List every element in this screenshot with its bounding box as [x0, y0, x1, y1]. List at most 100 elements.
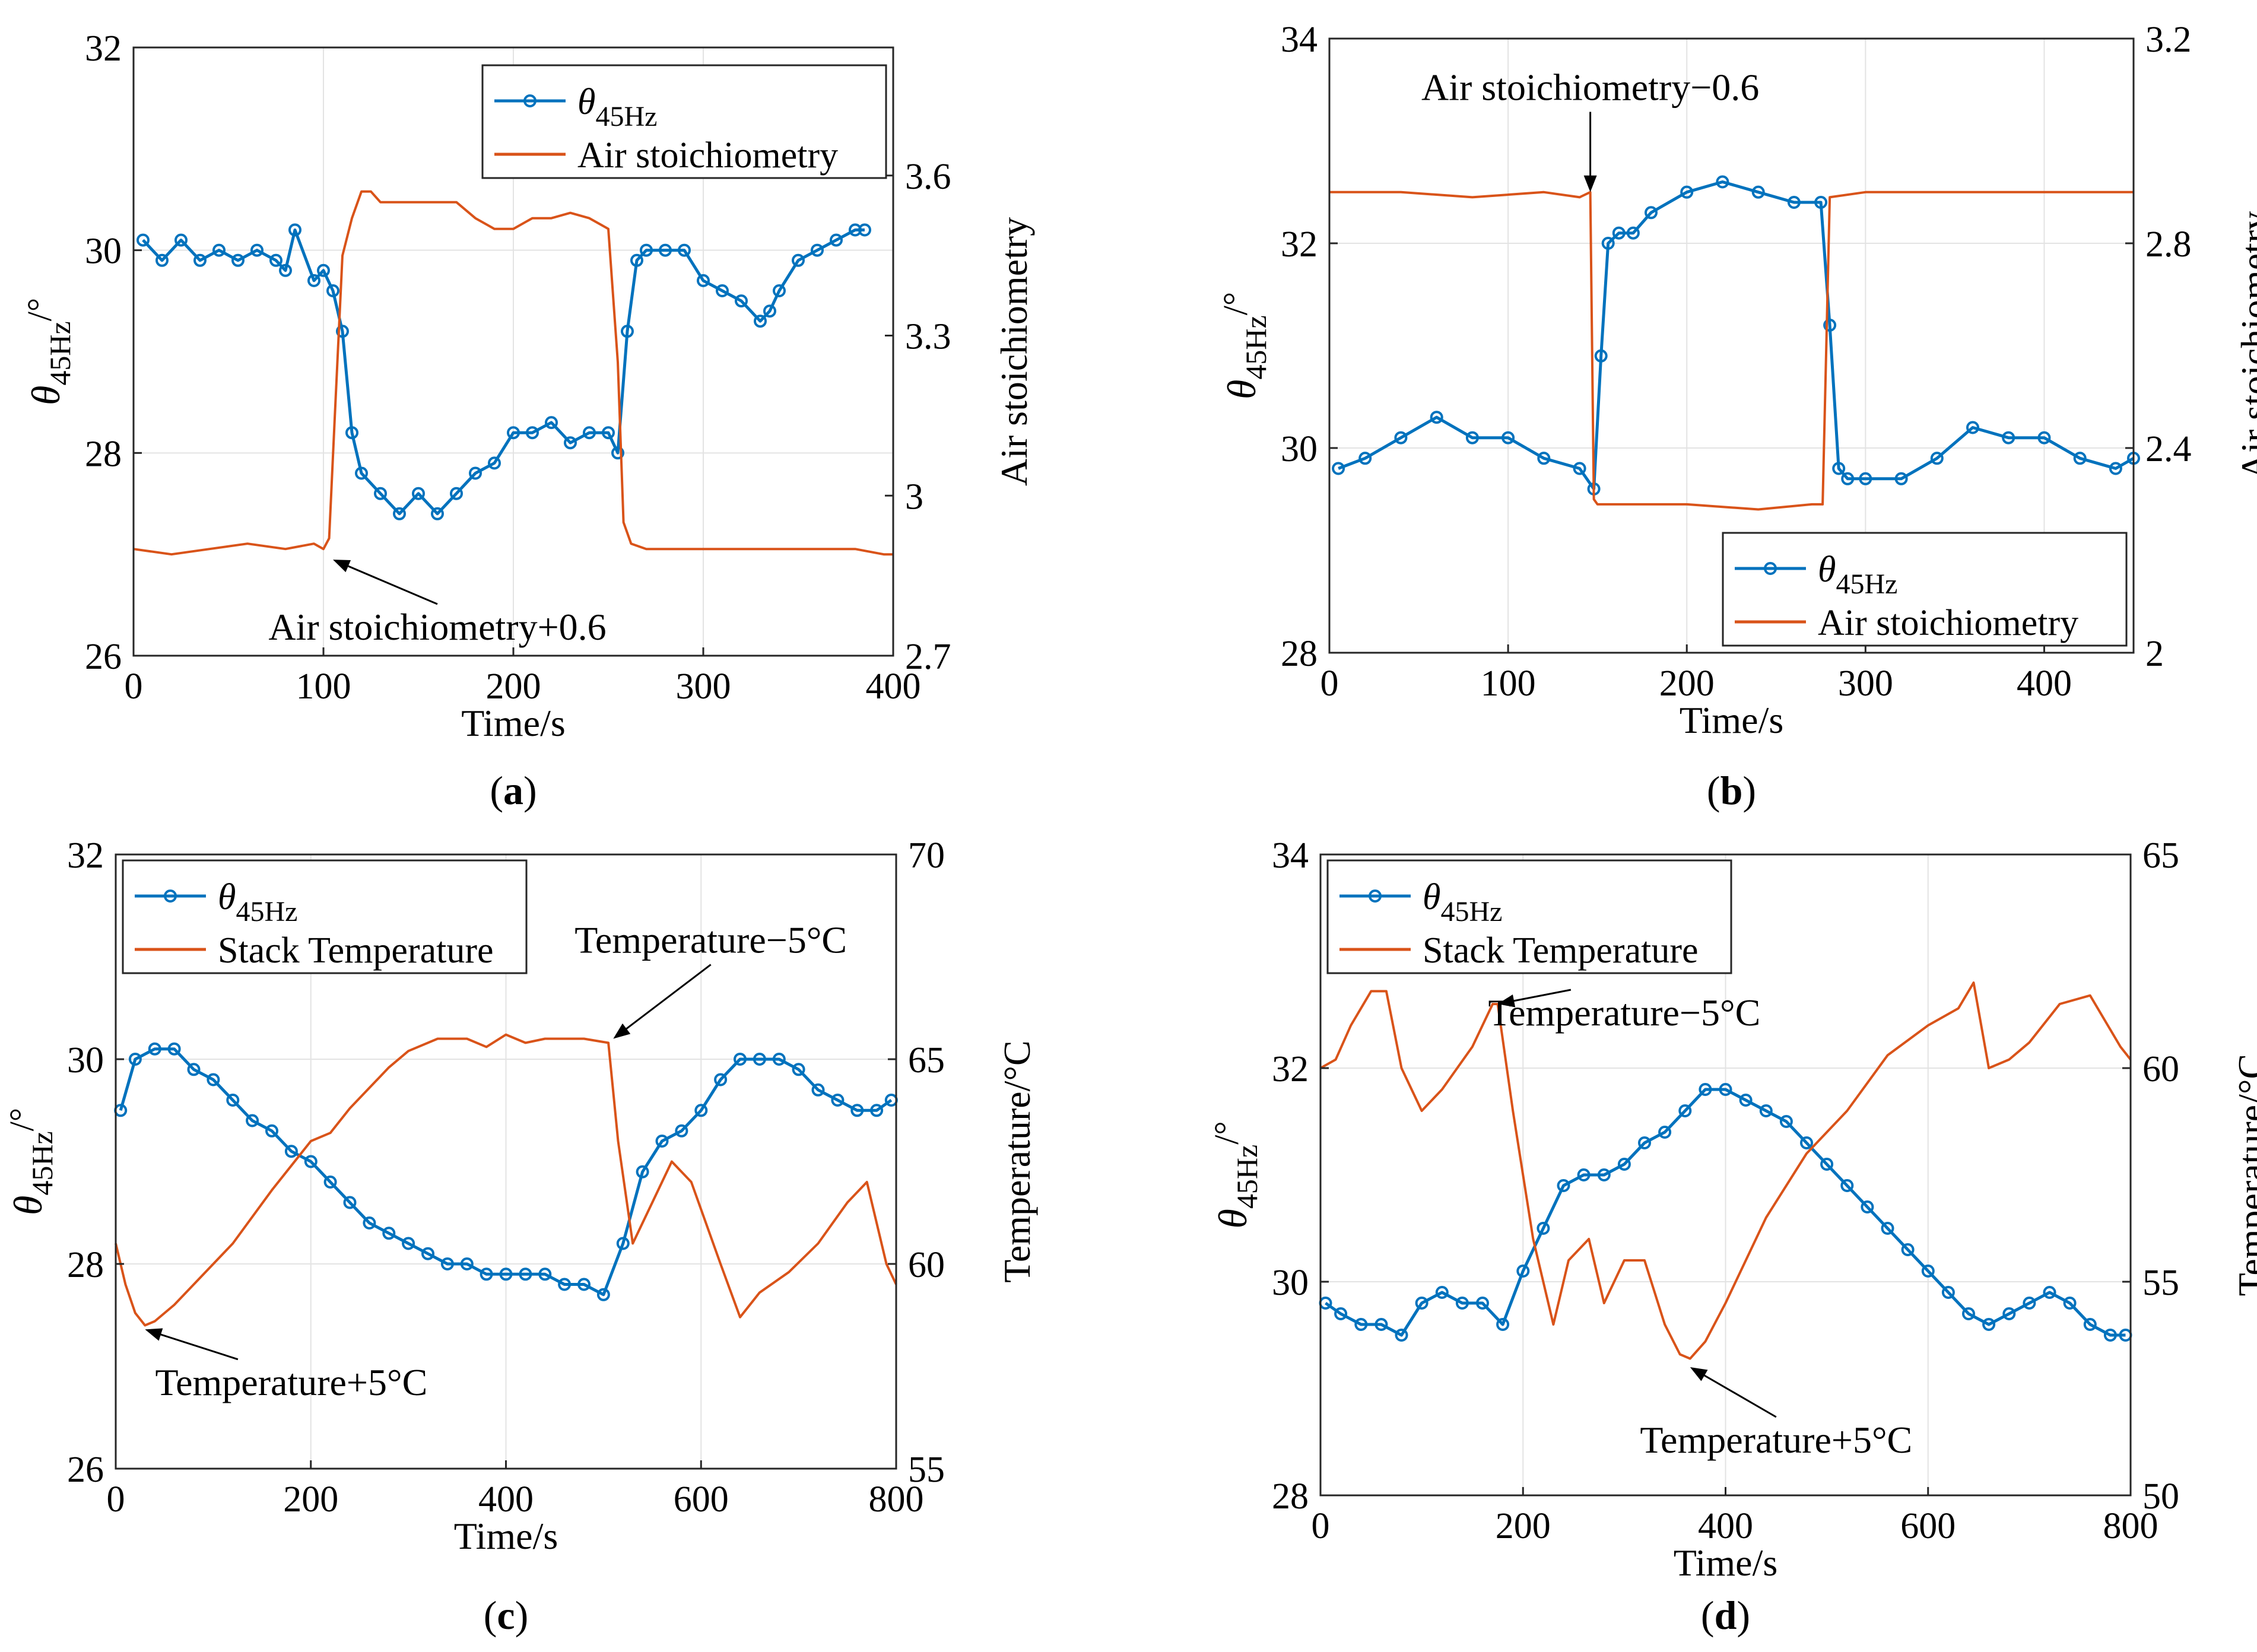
y-right-tick-label-d-1: 55 — [2142, 1263, 2179, 1303]
data-point-d-16 — [1638, 1136, 1651, 1149]
y-right-tick-label-b-2: 2.8 — [2145, 224, 2192, 265]
y-tick-label-b-2: 32 — [1281, 224, 1318, 265]
data-point-c-38 — [850, 1104, 864, 1117]
data-point-c-1 — [128, 1053, 142, 1066]
data-point-b-0 — [1332, 462, 1345, 475]
y-axis-label-unit: /° — [1216, 292, 1255, 315]
data-point-d-35 — [2023, 1297, 2036, 1310]
legend-marker — [523, 94, 537, 107]
y-tick-label-c-0: 26 — [67, 1450, 104, 1490]
y-right-tick-label-c-3: 70 — [908, 835, 945, 876]
legend-marker — [1764, 562, 1777, 575]
x-axis-label-d: Time/s — [1674, 1542, 1778, 1584]
data-point-d-8 — [1476, 1297, 1489, 1310]
y-tick-label-a-2: 30 — [85, 231, 122, 272]
data-point-a-6 — [250, 243, 264, 257]
data-point-a-10 — [307, 274, 320, 287]
x-tick-label-c-3: 600 — [674, 1479, 729, 1520]
data-point-a-45 — [858, 223, 871, 237]
x-tick-label-d-2: 400 — [1698, 1506, 1753, 1546]
data-point-d-39 — [2103, 1329, 2117, 1342]
annotation-a-0: Air stoichiometry+0.6 — [268, 560, 607, 648]
x-tick-label-a-0: 0 — [125, 666, 143, 707]
data-point-b-12 — [1626, 226, 1640, 240]
data-point-a-18 — [412, 487, 425, 500]
x-axis-label-b: Time/s — [1680, 699, 1784, 741]
data-point-a-38 — [754, 314, 767, 328]
legend-label-0: θ45Hz — [1423, 877, 1502, 927]
legend-label-main: Air stoichiometry — [1818, 603, 2078, 643]
data-point-a-13 — [336, 325, 349, 338]
y-right-axis-label-a: Air stoichiometry — [993, 217, 1035, 486]
data-point-b-7 — [1573, 462, 1586, 475]
data-point-c-12 — [343, 1196, 357, 1209]
data-point-b-6 — [1537, 452, 1551, 465]
y-axis-label-subscript: 45Hz — [26, 1131, 59, 1195]
data-point-d-5 — [1415, 1297, 1429, 1310]
data-point-c-13 — [363, 1216, 376, 1230]
data-point-b-24 — [1930, 452, 1944, 465]
data-point-b-15 — [1716, 175, 1729, 189]
data-point-a-9 — [288, 223, 301, 237]
x-tick-label-d-1: 200 — [1496, 1506, 1551, 1546]
x-tick-label-c-1: 200 — [283, 1479, 338, 1520]
data-point-c-4 — [187, 1063, 201, 1076]
y-axis-label-a: θ45Hz/° — [20, 298, 77, 405]
y-axis-label-unit: /° — [1207, 1121, 1246, 1144]
legend-label-0: θ45Hz — [218, 877, 297, 927]
data-point-a-42 — [811, 243, 824, 257]
data-point-a-14 — [345, 426, 358, 440]
y-axis-label-symbol: θ — [5, 1196, 50, 1215]
annotation-arrow-head — [1690, 1367, 1708, 1381]
legend-box — [122, 859, 528, 974]
annotation-arrow-shaft — [616, 964, 712, 1037]
data-point-d-1 — [1334, 1307, 1348, 1320]
legend-label-main: θ — [1818, 549, 1836, 590]
data-point-d-27 — [1861, 1200, 1874, 1213]
data-point-d-7 — [1455, 1297, 1469, 1310]
annotation-text: Temperature−5°C — [574, 919, 847, 961]
data-point-c-23 — [558, 1278, 572, 1291]
data-point-c-28 — [655, 1135, 669, 1148]
data-point-c-5 — [207, 1073, 220, 1086]
data-point-a-25 — [545, 416, 558, 430]
series-markers-a-0 — [137, 223, 871, 520]
annotation-arrow-head — [1583, 175, 1597, 192]
panel-label-paren: ) — [1737, 1593, 1750, 1638]
x-tick-label-b-1: 100 — [1481, 663, 1536, 704]
data-point-c-10 — [304, 1155, 318, 1168]
data-point-a-26 — [564, 436, 577, 450]
panel-label-paren: ) — [1742, 768, 1756, 813]
series-markers-c-0 — [114, 1042, 898, 1301]
data-point-b-2 — [1394, 431, 1408, 444]
data-point-d-10 — [1516, 1265, 1530, 1278]
panel-label-paren: ) — [515, 1593, 529, 1638]
data-point-b-29 — [2109, 462, 2122, 475]
data-point-a-33 — [659, 243, 672, 257]
data-point-a-2 — [174, 233, 188, 247]
panel-label-letter: b — [1720, 768, 1743, 813]
y-axis-label-d: θ45Hz/° — [1207, 1121, 1264, 1228]
data-point-c-25 — [596, 1288, 610, 1301]
data-point-b-4 — [1465, 431, 1479, 444]
data-point-a-4 — [212, 243, 226, 257]
data-point-c-18 — [460, 1257, 474, 1270]
annotation-text: Temperature+5°C — [1640, 1419, 1912, 1461]
series-line-b-1 — [1329, 190, 2134, 511]
data-point-b-13 — [1645, 206, 1658, 220]
y-right-tick-label-d-0: 50 — [2142, 1476, 2179, 1517]
data-point-b-22 — [1859, 472, 1872, 485]
data-point-b-19 — [1823, 319, 1837, 332]
data-point-d-2 — [1354, 1318, 1368, 1331]
y-axis-label-subscript: 45Hz — [1230, 1145, 1264, 1209]
x-tick-label-c-2: 400 — [478, 1479, 534, 1520]
data-point-c-33 — [753, 1053, 766, 1066]
y-right-axis-label-c: Temperature/°C — [996, 1040, 1038, 1283]
y-tick-label-d-1: 30 — [1272, 1263, 1309, 1303]
data-point-c-15 — [402, 1237, 415, 1250]
data-point-d-19 — [1699, 1083, 1712, 1096]
